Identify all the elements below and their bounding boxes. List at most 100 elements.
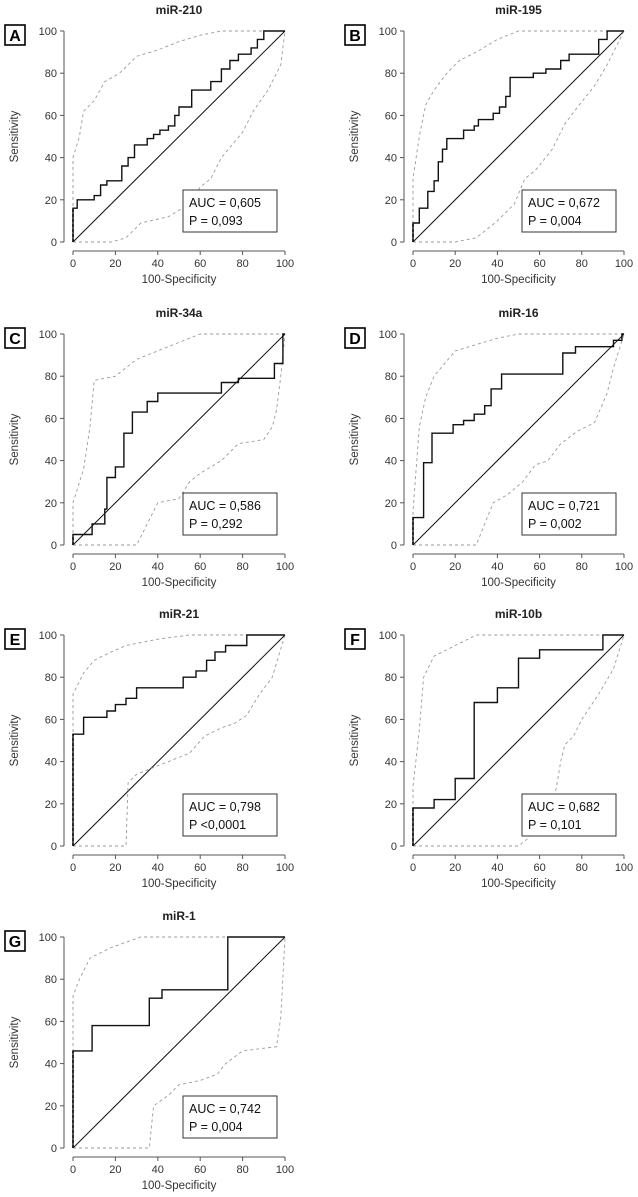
x-axis-label: 100-Specificity: [142, 1180, 217, 1192]
auc-box: [521, 492, 617, 536]
p-value: P = 0,292: [189, 517, 243, 531]
x-tick-label: 40: [491, 561, 503, 573]
x-tick-label: 0: [70, 1164, 76, 1176]
chart-title: miR-34a: [156, 306, 203, 320]
x-tick-label: 40: [152, 1164, 164, 1176]
reference-diagonal: [72, 936, 286, 1149]
auc-value: AUC = 0,798: [189, 800, 261, 814]
x-tick-label: 40: [491, 862, 503, 874]
panel-letter-box: [344, 24, 366, 46]
ci-upper-curve: [72, 936, 285, 1148]
x-tick-label: 40: [152, 862, 164, 874]
y-tick-label: 100: [39, 630, 57, 642]
y-tick-label: 100: [379, 26, 397, 38]
y-axis-label: Sensitivity: [349, 413, 361, 465]
y-tick-label: 40: [45, 153, 57, 165]
panel-letter-box: [4, 24, 26, 46]
roc-curve: [412, 634, 624, 846]
x-tick-label: 40: [152, 258, 164, 270]
x-tick-label: 40: [152, 561, 164, 573]
x-tick-label: 20: [449, 862, 461, 874]
ci-upper-curve: [72, 634, 285, 846]
x-tick-label: 80: [236, 862, 248, 874]
auc-value: AUC = 0,742: [189, 1102, 261, 1116]
y-tick-label: 0: [391, 841, 397, 853]
chart-title: miR-195: [495, 3, 542, 17]
x-tick-label: 80: [576, 862, 588, 874]
y-tick-label: 80: [45, 68, 57, 80]
chart-title: miR-10b: [495, 607, 542, 621]
x-tick-label: 60: [194, 862, 206, 874]
x-tick-label: 20: [109, 1164, 121, 1176]
ci-upper-curve: [412, 333, 624, 545]
x-tick-label: 100: [276, 258, 294, 270]
y-tick-label: 100: [39, 932, 57, 944]
x-tick-label: 60: [533, 862, 545, 874]
y-tick-label: 20: [45, 1101, 57, 1113]
x-tick-label: 100: [615, 862, 633, 874]
x-tick-label: 0: [70, 258, 76, 270]
y-tick-label: 60: [385, 413, 397, 425]
x-tick-label: 60: [533, 561, 545, 573]
y-axis-label: Sensitivity: [9, 1016, 21, 1068]
auc-box: [182, 189, 278, 233]
x-tick-label: 20: [449, 258, 461, 270]
ci-lower-curve: [73, 333, 286, 546]
y-tick-label: 0: [391, 237, 397, 249]
y-tick-label: 0: [391, 540, 397, 552]
y-tick-label: 20: [385, 498, 397, 510]
x-tick-label: 80: [236, 258, 248, 270]
y-tick-label: 20: [45, 498, 57, 510]
p-value: P = 0,004: [189, 1120, 243, 1134]
x-axis-label: 100-Specificity: [142, 274, 217, 286]
x-axis-label: 100-Specificity: [142, 878, 217, 890]
x-tick-label: 100: [276, 862, 294, 874]
panel-letter: C: [9, 331, 21, 348]
y-tick-label: 80: [45, 371, 57, 383]
y-axis-label: Sensitivity: [9, 413, 21, 465]
auc-box: [182, 492, 278, 536]
ci-lower-curve: [413, 30, 625, 243]
y-tick-label: 40: [45, 757, 57, 769]
x-tick-label: 20: [109, 561, 121, 573]
ci-upper-curve: [72, 333, 285, 545]
roc-curve: [412, 30, 624, 242]
x-tick-label: 100: [276, 1164, 294, 1176]
y-axis-label: Sensitivity: [9, 714, 21, 766]
y-tick-label: 100: [379, 630, 397, 642]
y-tick-label: 40: [385, 153, 397, 165]
y-tick-label: 0: [51, 540, 57, 552]
y-tick-label: 80: [385, 68, 397, 80]
y-tick-label: 80: [385, 371, 397, 383]
p-value: P = 0,093: [189, 214, 243, 228]
y-axis-label: Sensitivity: [349, 714, 361, 766]
auc-value: AUC = 0,721: [528, 499, 600, 513]
x-tick-label: 80: [236, 561, 248, 573]
panel-letter: G: [9, 934, 21, 951]
chart-title: miR-1: [162, 909, 196, 923]
y-tick-label: 20: [45, 799, 57, 811]
panel-letter-box: [4, 628, 26, 650]
x-tick-label: 0: [410, 258, 416, 270]
x-tick-label: 0: [410, 561, 416, 573]
reference-diagonal: [72, 634, 286, 847]
chart-title: miR-210: [156, 3, 203, 17]
p-value: P = 0,004: [528, 214, 582, 228]
panel-letter-box: [4, 930, 26, 952]
x-tick-label: 100: [615, 258, 633, 270]
x-axis-label: 100-Specificity: [481, 878, 556, 890]
roc-curve: [72, 634, 285, 846]
x-tick-label: 60: [533, 258, 545, 270]
x-tick-label: 80: [576, 561, 588, 573]
roc-curve: [72, 333, 285, 545]
y-tick-label: 0: [51, 237, 57, 249]
panel-letter: E: [10, 632, 21, 649]
chart-title: miR-16: [498, 306, 538, 320]
reference-diagonal: [412, 30, 625, 243]
y-tick-label: 60: [45, 413, 57, 425]
ci-upper-curve: [412, 30, 624, 242]
auc-box: [182, 1095, 278, 1139]
